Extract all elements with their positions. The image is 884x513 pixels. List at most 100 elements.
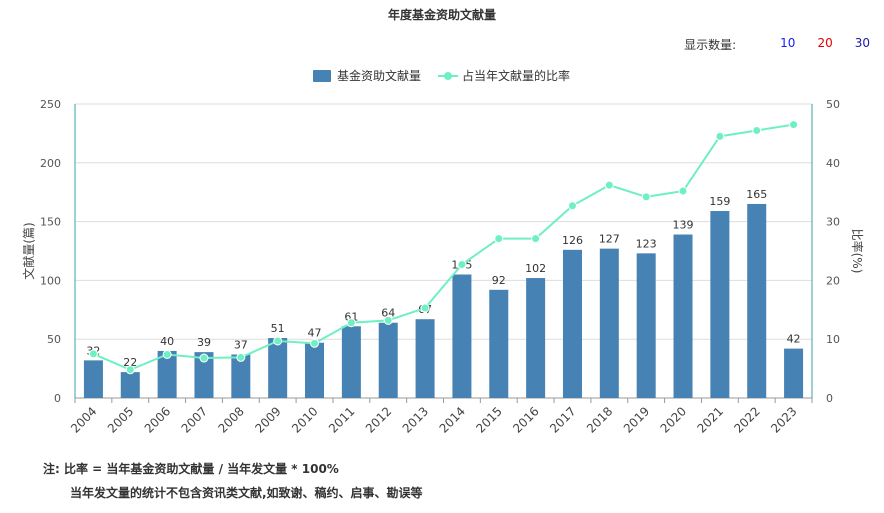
- ratio-point: [199, 353, 209, 363]
- x-tick-label: 2013: [400, 404, 431, 435]
- display-count-option-20[interactable]: 20: [817, 36, 833, 50]
- x-tick-label: 2012: [363, 404, 394, 435]
- bar: [673, 234, 693, 398]
- x-tick-label: 2011: [326, 404, 357, 435]
- ratio-point: [273, 336, 283, 346]
- bar: [526, 278, 546, 398]
- y-tick-label: 0: [54, 392, 61, 405]
- x-tick-label: 2008: [215, 404, 246, 435]
- ratio-point: [641, 192, 651, 202]
- bar: [378, 322, 398, 398]
- ratio-point: [715, 131, 725, 141]
- y-right-tick-label: 30: [826, 216, 840, 229]
- ratio-point: [604, 180, 614, 190]
- bar-value-label: 127: [599, 233, 620, 246]
- x-tick-label: 2016: [510, 404, 541, 435]
- bar-value-label: 123: [636, 237, 657, 250]
- x-tick-label: 2007: [179, 404, 210, 435]
- ratio-point: [346, 318, 356, 328]
- x-tick-label: 2019: [621, 404, 652, 435]
- x-tick-label: 2021: [694, 404, 725, 435]
- bar: [562, 249, 582, 398]
- bar-value-label: 139: [673, 219, 694, 232]
- ratio-point: [531, 234, 541, 244]
- bar-value-label: 40: [160, 335, 174, 348]
- y-tick-label: 100: [40, 274, 61, 287]
- y-right-tick-label: 20: [826, 274, 840, 287]
- ratio-point: [494, 234, 504, 244]
- x-tick-label: 2010: [289, 404, 320, 435]
- x-tick-label: 2014: [437, 404, 468, 435]
- bar-value-label: 159: [709, 195, 730, 208]
- bar-value-label: 92: [492, 274, 506, 287]
- y-tick-label: 200: [40, 157, 61, 170]
- bar: [341, 326, 361, 398]
- ratio-point: [310, 338, 320, 348]
- x-tick-label: 2004: [68, 404, 99, 435]
- bar-value-label: 126: [562, 234, 583, 247]
- bar: [636, 253, 656, 398]
- bar: [268, 338, 288, 398]
- y-right-tick-label: 10: [826, 333, 840, 346]
- bar-value-label: 64: [381, 307, 395, 320]
- ratio-point: [162, 349, 172, 359]
- ratio-point: [88, 349, 98, 359]
- bar-value-label: 37: [234, 338, 248, 351]
- bar: [83, 360, 103, 398]
- bar: [415, 319, 435, 398]
- ratio-point: [236, 352, 246, 362]
- ratio-point: [567, 201, 577, 211]
- y-right-tick-label: 40: [826, 157, 840, 170]
- x-tick-label: 2022: [731, 404, 762, 435]
- ratio-point: [752, 125, 762, 135]
- bar-value-label: 22: [123, 356, 137, 369]
- ratio-point: [678, 186, 688, 196]
- bar: [747, 203, 767, 398]
- x-tick-label: 2020: [658, 404, 689, 435]
- bar: [489, 289, 509, 398]
- ratio-point: [420, 303, 430, 313]
- y-axis-right-title: 比率(%): [850, 229, 865, 274]
- y-tick-label: 50: [47, 333, 61, 346]
- bar: [599, 248, 619, 398]
- x-tick-label: 2018: [584, 404, 615, 435]
- x-tick-label: 2006: [142, 404, 173, 435]
- x-tick-label: 2005: [105, 404, 136, 435]
- y-right-tick-label: 50: [826, 98, 840, 111]
- bar-value-label: 165: [746, 188, 767, 201]
- bar: [231, 354, 251, 398]
- legend-bar-label: 基金资助文献量: [337, 68, 421, 83]
- bar: [784, 348, 804, 398]
- ratio-point: [383, 315, 393, 325]
- bar: [710, 211, 730, 398]
- bar-value-label: 47: [308, 327, 322, 340]
- y-right-tick-label: 0: [826, 392, 833, 405]
- ratio-point: [457, 260, 467, 270]
- legend-line-label: 占当年文献量的比率: [462, 68, 570, 83]
- x-tick-label: 2009: [252, 404, 283, 435]
- bar: [194, 352, 214, 398]
- display-count-selector: 显示数量: 10 20 30: [684, 36, 870, 53]
- y-tick-label: 150: [40, 216, 61, 229]
- x-tick-label: 2017: [547, 404, 578, 435]
- bar-value-label: 39: [197, 336, 211, 349]
- display-count-option-10[interactable]: 10: [780, 36, 796, 50]
- bar: [157, 350, 177, 398]
- display-count-option-30[interactable]: 30: [854, 36, 870, 50]
- bar: [120, 372, 140, 398]
- note-ratio-formula: 注: 比率 = 当年基金资助文献量 / 当年发文量 * 100%: [43, 462, 339, 476]
- x-tick-label: 2023: [768, 404, 799, 435]
- ratio-line: [93, 123, 794, 371]
- x-tick-label: 2015: [473, 404, 504, 435]
- ratio-point: [789, 120, 799, 130]
- legend-bar-swatch: [313, 70, 331, 82]
- display-count-label: 显示数量:: [684, 38, 737, 52]
- legend-line-marker: [444, 72, 452, 80]
- bar-value-label: 51: [271, 322, 285, 335]
- y-axis-title: 文献量(篇): [21, 222, 36, 279]
- bar-value-label: 102: [525, 262, 546, 275]
- ratio-point: [125, 365, 135, 375]
- bar: [305, 342, 325, 398]
- y-tick-label: 250: [40, 98, 61, 111]
- chart-title: 年度基金资助文献量: [387, 8, 496, 22]
